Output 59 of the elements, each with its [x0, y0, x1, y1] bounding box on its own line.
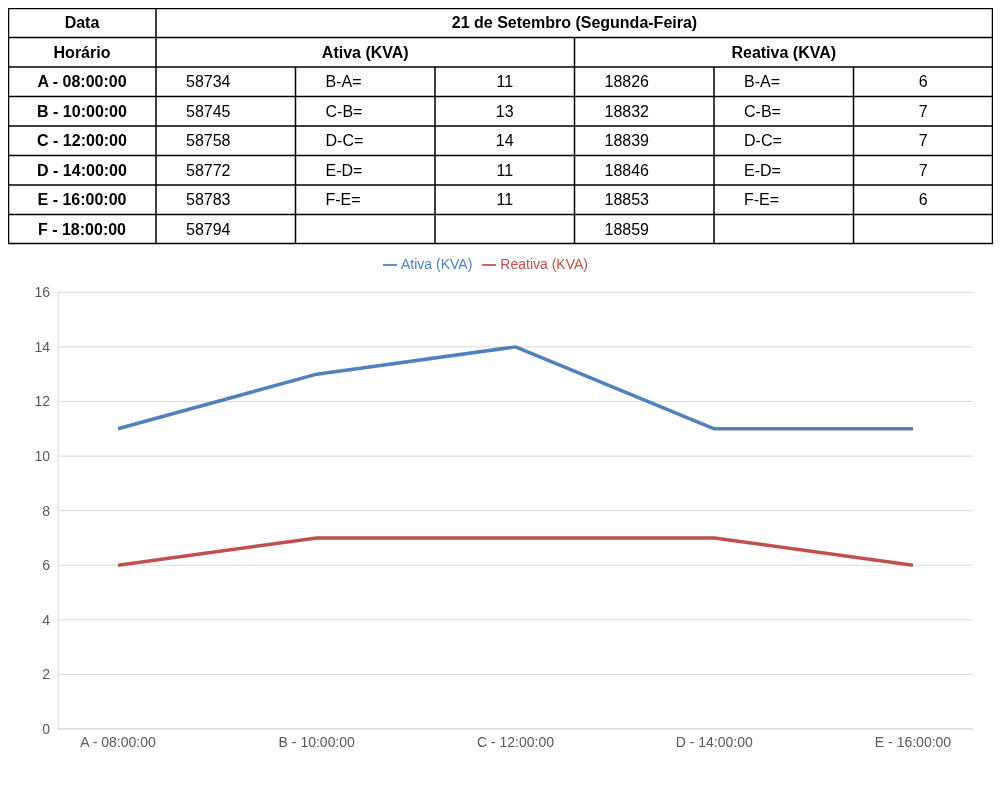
x-tick-label: B - 10:00:00: [278, 733, 356, 750]
y-axis-title: Horário: [53, 43, 111, 61]
text: B-A=: [744, 73, 781, 91]
x-tick-label: D - 14:00:00: [675, 733, 753, 750]
y-tick-label: D - 14:00:00: [37, 161, 128, 179]
y-tick-label: B - 10:00:00: [37, 102, 128, 120]
x-tick-label: A - 08:00:00: [80, 733, 156, 750]
data-label: 18859: [604, 220, 650, 238]
text: C-B=: [325, 102, 363, 120]
y-tick-label: 0: [42, 720, 51, 737]
y-tick-label: 14: [34, 338, 51, 355]
legend-label: Ativa (KVA): [401, 256, 473, 272]
text: E-D=: [744, 161, 781, 179]
data-label: 11: [496, 73, 514, 91]
data-label: 6: [918, 73, 928, 91]
data-label: 7: [918, 132, 928, 150]
data-label: 58734: [186, 73, 231, 91]
data-label: 58794: [186, 220, 231, 238]
y-tick-label: 8: [42, 502, 51, 519]
y-tick-label: 12: [34, 393, 51, 410]
y-tick-label: E - 16:00:00: [37, 191, 127, 209]
data-label: 18846: [604, 161, 650, 179]
y-tick-label: 10: [34, 448, 51, 465]
text: D-C=: [744, 132, 782, 150]
legend-label: Reativa (KVA): [500, 256, 588, 272]
data-label: 58745: [186, 102, 231, 120]
y-tick-label: 4: [42, 611, 51, 628]
text: F-E=: [744, 191, 780, 209]
text: E-D=: [325, 161, 363, 179]
chart-title: 21 de Setembro (Segunda-Feira): [451, 14, 698, 32]
y-tick-label: 16: [34, 284, 51, 301]
y-tick-label: F - 18:00:00: [37, 220, 127, 238]
data-label: 58772: [186, 161, 231, 179]
data-label: 18853: [604, 191, 650, 209]
y-tick-label: 6: [42, 557, 51, 574]
data-label: 18826: [604, 73, 650, 91]
data-label: 14: [495, 132, 514, 150]
y-tick-label: A - 08:00:00: [37, 73, 127, 91]
data-label: 11: [496, 191, 514, 209]
data-label: 58758: [186, 132, 231, 150]
data-label: 18839: [604, 132, 650, 150]
x-tick-label: E - 16:00:00: [874, 733, 952, 750]
data-label: 18832: [604, 102, 650, 120]
x-axis-title: Data: [64, 14, 100, 32]
text: Ativa (KVA): [321, 43, 409, 61]
text: Reativa (KVA): [731, 43, 837, 61]
x-tick-label: C - 12:00:00: [476, 733, 555, 750]
data-label: 7: [918, 161, 928, 179]
data-label: 7: [918, 102, 928, 120]
y-tick-label: C - 12:00:00: [37, 132, 128, 150]
data-label: 58783: [186, 191, 231, 209]
text: C-B=: [744, 102, 781, 120]
text: B-A=: [325, 73, 362, 91]
data-label: 6: [918, 191, 928, 209]
data-label: 13: [495, 102, 514, 120]
data-label: 11: [496, 161, 514, 179]
text: F-E=: [325, 191, 361, 209]
y-tick-label: 2: [42, 666, 51, 683]
text: D-C=: [325, 132, 364, 150]
